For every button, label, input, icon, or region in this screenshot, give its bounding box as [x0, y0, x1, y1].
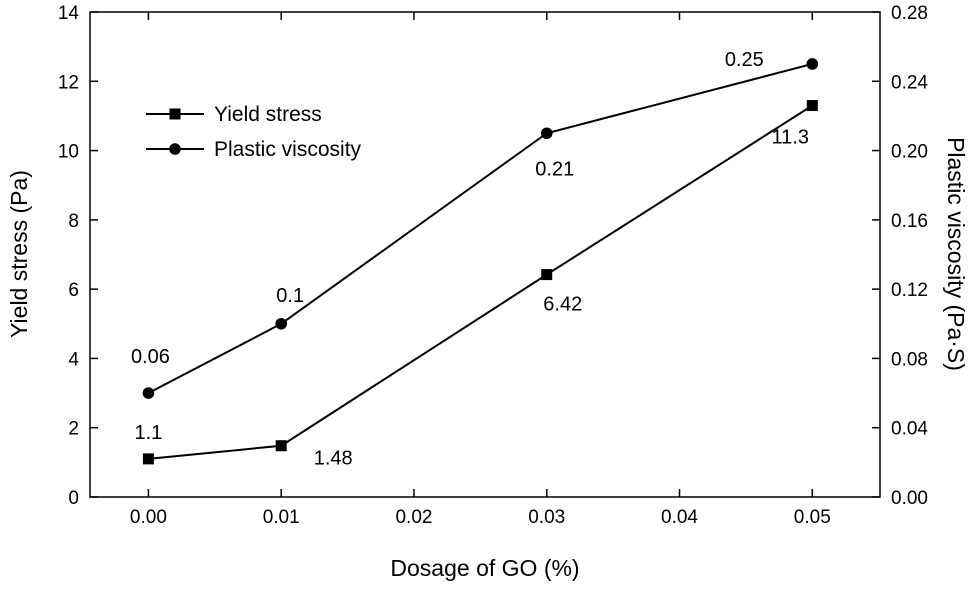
point-label: 0.25 [725, 49, 764, 71]
x-tick-label: 0.01 [263, 507, 300, 528]
chart-generated: 0.00 0.01 0.02 0.03 0.04 0.05 0 2 4 6 8 10 12 14 0.00 0… [58, 3, 929, 528]
plot-border [89, 11, 881, 498]
x-tick-label: 0.03 [528, 507, 565, 528]
y-left-tick-label: 12 [58, 72, 79, 93]
point-label: 1.1 [135, 422, 163, 444]
point-label: 6.42 [543, 294, 582, 316]
y-left-tick-label: 0 [68, 488, 79, 509]
data-point-circle [806, 58, 819, 70]
legend-label: Plastic viscosity [214, 138, 362, 161]
y-left-tick-label: 14 [58, 3, 80, 24]
point-label: 0.21 [535, 158, 574, 180]
point-label: 0.06 [131, 346, 170, 368]
y-right-tick-label: 0.12 [891, 280, 928, 301]
legend-label: Yield stress [214, 103, 322, 126]
x-axis-title: Dosage of GO (%) [390, 555, 579, 581]
y-right-tick-label: 0.16 [891, 211, 928, 232]
y-right-tick-label: 0.04 [891, 419, 928, 440]
y-right-tick-label: 0.00 [891, 488, 928, 509]
data-point-circle [540, 127, 553, 140]
y-left-tick-label: 6 [68, 280, 79, 301]
data-point-square [541, 269, 553, 281]
x-tick-label: 0.05 [794, 507, 831, 528]
series-line-square [148, 104, 813, 460]
y-left-tick-label: 4 [68, 349, 79, 370]
y-right-tick-label: 0.28 [891, 3, 928, 24]
point-label: 11.3 [772, 127, 809, 149]
y-right-tick-label: 0.24 [891, 72, 928, 93]
legend-marker-circle [169, 143, 181, 155]
y-left-tick-label: 2 [68, 419, 79, 440]
legend-marker-square [169, 108, 181, 120]
x-tick-label: 0.02 [395, 507, 432, 528]
y-axis-title-right: Plastic viscosity (Pa·S) [943, 137, 969, 371]
x-tick-label: 0.04 [661, 507, 698, 528]
data-point-circle [142, 387, 155, 399]
y-right-tick-label: 0.20 [891, 142, 928, 163]
x-tick-label: 0.00 [130, 507, 167, 528]
point-label: 0.1 [276, 285, 304, 307]
data-point-circle [275, 317, 287, 330]
y-axis-title-left: Yield stress (Pa) [6, 170, 32, 338]
point-label: 1.48 [314, 448, 353, 470]
y-right-tick-label: 0.08 [891, 349, 928, 370]
y-left-tick-label: 10 [58, 142, 79, 163]
series-line-circle [147, 62, 813, 394]
y-left-tick-label: 8 [68, 211, 79, 232]
data-point-square [806, 100, 818, 112]
data-point-square [142, 453, 154, 465]
data-point-square [275, 440, 287, 452]
